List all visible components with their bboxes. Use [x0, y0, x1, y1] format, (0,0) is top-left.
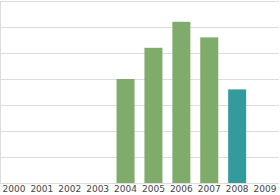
bar [172, 22, 190, 183]
x-tick-label: 2000 [2, 184, 25, 194]
x-tick-label: 2001 [30, 184, 53, 194]
bar [200, 37, 218, 183]
grid-line [0, 1, 279, 2]
x-tick-label: 2005 [142, 184, 165, 194]
grid-line [0, 53, 279, 54]
x-tick-label: 2009 [254, 184, 277, 194]
grid-line [0, 27, 279, 28]
y-axis-line [0, 1, 1, 183]
x-tick-label: 2008 [226, 184, 249, 194]
chart: 2000 2001 2002 2003 2004 2005 2006 2007 2008 2009 [0, 0, 280, 195]
x-tick-label: 2002 [58, 184, 81, 194]
chart-svg: 2000 2001 2002 2003 2004 2005 2006 2007 2008 2009 [0, 0, 280, 195]
bars [117, 22, 247, 183]
grid-line [0, 79, 279, 80]
bar [228, 89, 246, 183]
x-tick-label: 2004 [114, 184, 137, 194]
bar [144, 48, 162, 183]
x-tick-label: 2007 [198, 184, 221, 194]
x-tick-label: 2003 [86, 184, 109, 194]
bar [117, 79, 135, 183]
x-tick-label: 2006 [170, 184, 193, 194]
